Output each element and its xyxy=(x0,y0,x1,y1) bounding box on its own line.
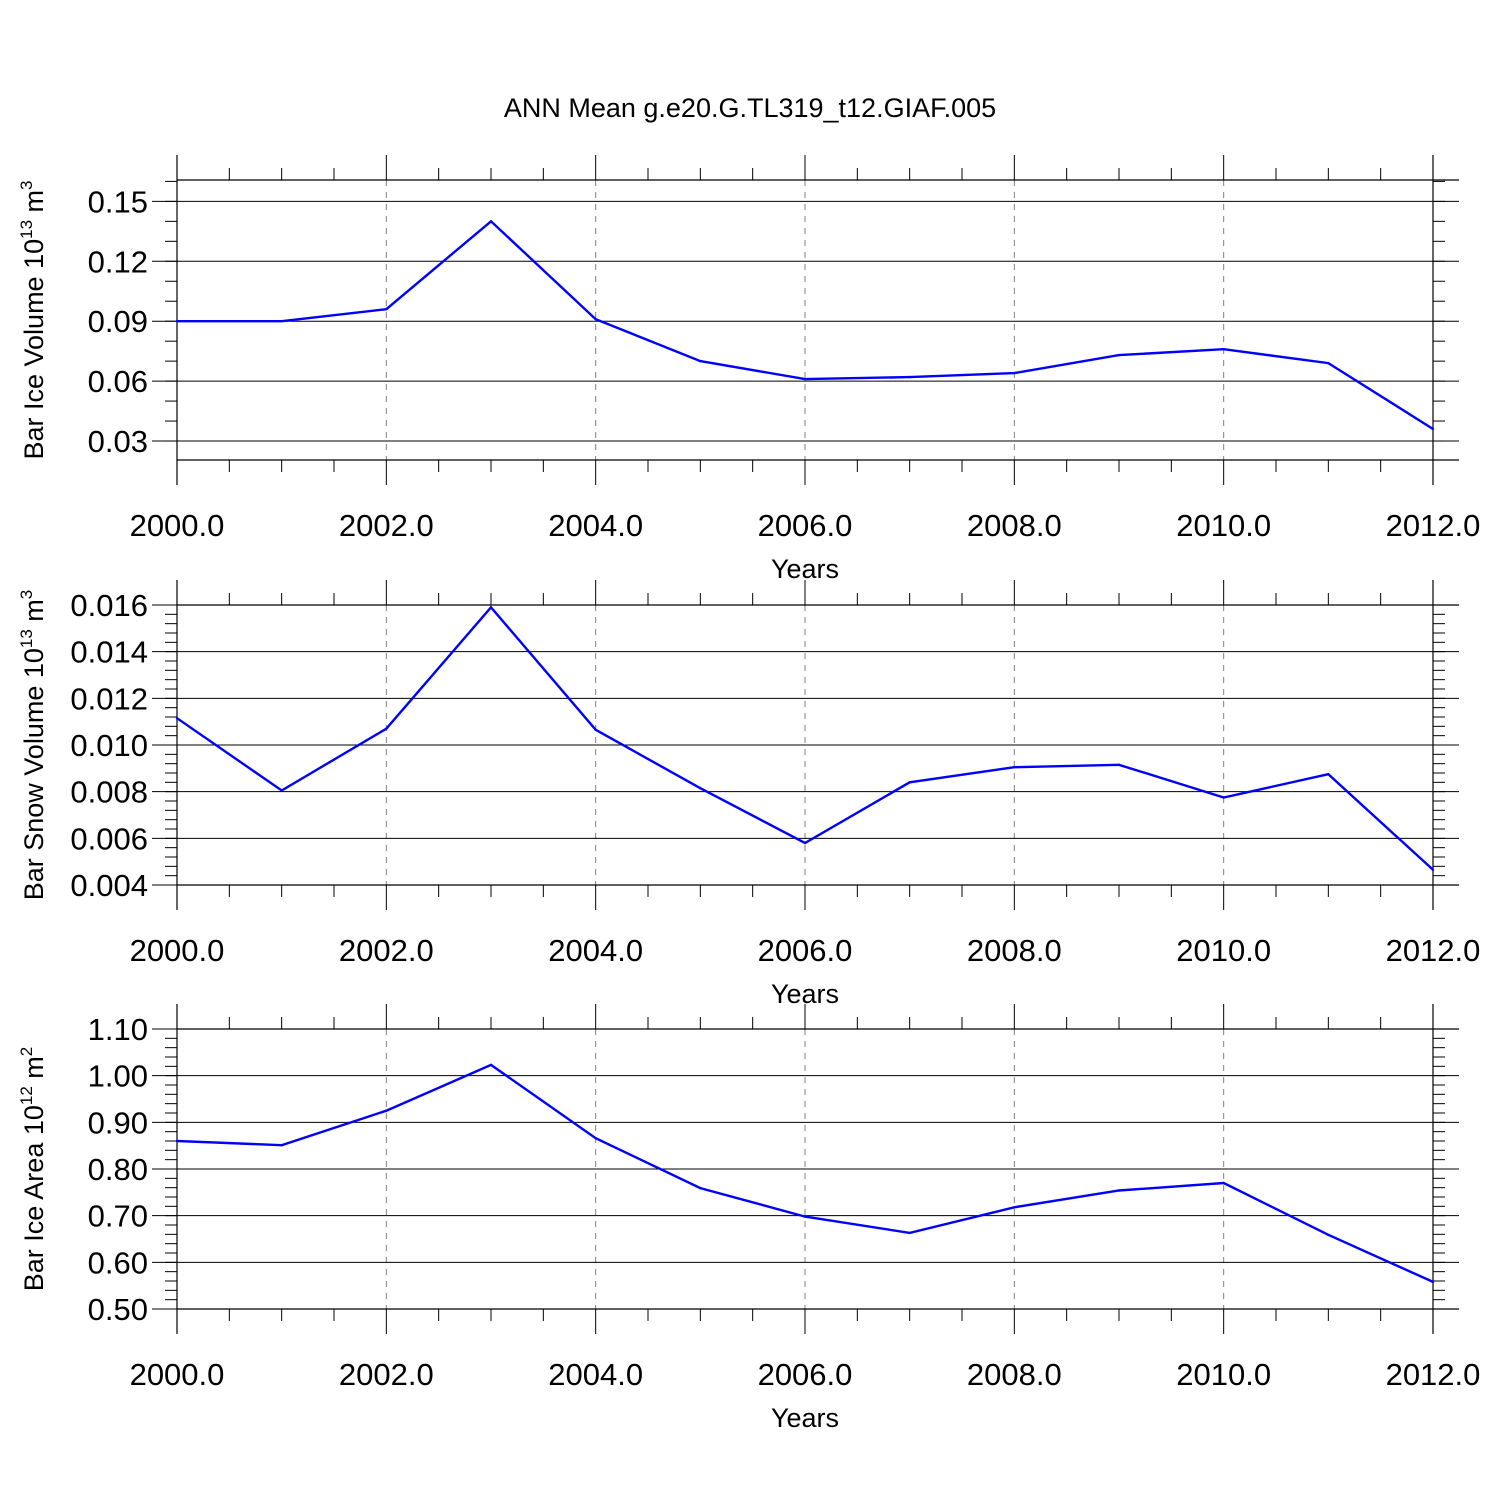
y-tick-label: 0.80 xyxy=(88,1152,148,1187)
data-point xyxy=(594,1137,597,1140)
data-point xyxy=(280,1144,283,1147)
y-axis-title: Bar Ice Volume 1013 m3 xyxy=(17,180,49,459)
y-tick-label: 0.004 xyxy=(70,868,148,903)
data-point xyxy=(1117,1189,1121,1192)
x-axis-title: Years xyxy=(771,1403,839,1433)
x-tick-label: 2008.0 xyxy=(967,508,1062,543)
y-axis-title: Bar Snow Volume 1013 m3 xyxy=(17,590,49,901)
x-tick-label: 2002.0 xyxy=(339,933,434,968)
data-point xyxy=(175,716,179,720)
x-tick-label: 2012.0 xyxy=(1386,1357,1481,1392)
panels: 0.03 0.06 0.09 0.12 0.15 2000.0 2002.0 2004.0 20… xyxy=(17,155,1480,1433)
x-tick-label: 2000.0 xyxy=(130,1357,225,1392)
data-point xyxy=(1431,427,1435,431)
x-tick-label: 2008.0 xyxy=(967,1357,1062,1392)
data-point xyxy=(1117,353,1121,357)
x-axis-title: Years xyxy=(771,554,839,584)
y-tick-label: 0.70 xyxy=(88,1199,148,1234)
x-tick-label: 2006.0 xyxy=(758,933,853,968)
data-point xyxy=(385,727,388,730)
data-point xyxy=(280,789,283,792)
y-tick-label: 1.00 xyxy=(88,1059,148,1094)
chart-title: ANN Mean g.e20.G.TL319_t12.GIAF.005 xyxy=(504,93,996,123)
y-tick-label: 0.09 xyxy=(88,304,148,339)
data-point xyxy=(1327,361,1330,365)
y-tick-label: 0.012 xyxy=(70,681,148,716)
data-point xyxy=(594,318,597,321)
data-point xyxy=(1013,765,1016,769)
data-point xyxy=(1117,763,1121,767)
y-tick-label: 0.06 xyxy=(88,364,148,399)
y-tick-label: 0.12 xyxy=(88,244,148,279)
x-tick-label: 2002.0 xyxy=(339,508,434,543)
y-tick-label: 1.10 xyxy=(88,1012,148,1047)
data-point xyxy=(908,781,911,784)
panel-1: 0.03 0.06 0.09 0.12 0.15 2000.0 2002.0 2004.0 20… xyxy=(17,155,1480,584)
x-tick-label: 2012.0 xyxy=(1386,508,1481,543)
data-point xyxy=(1431,868,1435,872)
data-point xyxy=(699,359,702,363)
y-tick-label: 0.016 xyxy=(70,588,148,623)
data-point xyxy=(1431,1280,1435,1284)
data-point xyxy=(594,728,597,732)
x-tick-label: 2012.0 xyxy=(1386,933,1481,968)
data-point xyxy=(1013,371,1016,375)
data-point xyxy=(385,1109,388,1112)
x-tick-label: 2006.0 xyxy=(758,1357,853,1392)
y-axis-title: Bar Ice Area 1012 m2 xyxy=(17,1047,49,1292)
y-tick-label: 0.010 xyxy=(70,728,148,763)
x-tick-label: 2004.0 xyxy=(548,933,643,968)
y-tick-label: 0.15 xyxy=(88,184,148,219)
x-tick-label: 2004.0 xyxy=(548,508,643,543)
data-point xyxy=(699,786,702,790)
data-point xyxy=(175,319,179,323)
x-tick-label: 2000.0 xyxy=(130,933,225,968)
data-point xyxy=(803,1215,807,1218)
data-point xyxy=(489,1063,493,1067)
y-tick-label: 0.03 xyxy=(88,424,148,459)
data-point xyxy=(489,220,493,223)
y-tick-label: 0.50 xyxy=(88,1292,148,1327)
y-tick-label: 0.006 xyxy=(70,821,148,856)
x-tick-label: 2000.0 xyxy=(130,508,225,543)
data-point xyxy=(175,1139,179,1143)
data-point xyxy=(699,1186,702,1190)
data-point xyxy=(385,308,388,311)
x-tick-label: 2010.0 xyxy=(1176,933,1271,968)
data-point xyxy=(1222,796,1225,799)
y-tick-label: 0.014 xyxy=(70,635,148,670)
data-point xyxy=(1222,1181,1225,1185)
x-tick-label: 2010.0 xyxy=(1176,508,1271,543)
y-tick-label: 0.008 xyxy=(70,775,148,810)
x-tick-label: 2006.0 xyxy=(758,508,853,543)
data-point xyxy=(1327,1233,1330,1237)
x-tick-label: 2002.0 xyxy=(339,1357,434,1392)
x-tick-label: 2010.0 xyxy=(1176,1357,1271,1392)
data-point xyxy=(489,606,493,609)
data-point xyxy=(1222,347,1225,351)
y-tick-label: 0.90 xyxy=(88,1105,148,1140)
data-point xyxy=(803,377,807,381)
data-point xyxy=(908,1231,911,1235)
data-point xyxy=(1013,1206,1016,1209)
x-tick-label: 2008.0 xyxy=(967,933,1062,968)
data-point xyxy=(803,841,807,845)
data-point xyxy=(280,319,283,323)
data-point xyxy=(1327,772,1330,776)
panel-2: 0.004 0.006 0.008 0.010 0.012 0.014 0.016 2000.… xyxy=(17,580,1480,1009)
y-tick-label: 0.60 xyxy=(88,1245,148,1280)
x-tick-label: 2004.0 xyxy=(548,1357,643,1392)
panel-3: 0.50 0.60 0.70 0.80 0.90 1.00 1.10 2000.0 2002.0… xyxy=(17,1004,1480,1433)
data-point xyxy=(908,375,911,379)
